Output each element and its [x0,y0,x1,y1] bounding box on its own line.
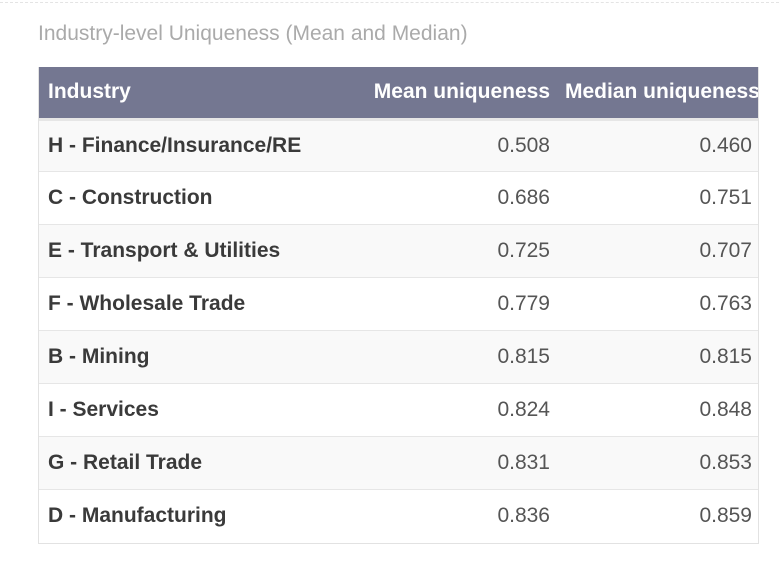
median-uniqueness-cell: 0.815 [699,345,752,368]
industry-cell: G - Retail Trade [48,450,203,474]
table-row: D - Manufacturing 0.836 0.859 [39,489,758,543]
mean-uniqueness-cell: 0.725 [497,239,550,263]
top-divider [0,2,779,3]
column-header-mean-uniqueness[interactable]: Mean uniqueness [335,67,556,121]
industry-cell: E - Transport & Utilities [48,239,281,263]
mean-uniqueness-cell: 0.831 [497,450,550,474]
industry-cell: I - Services [48,397,159,421]
data-table: Industry Mean uniqueness Median uniquene… [39,67,758,543]
industry-cell: C - Construction [48,186,213,210]
table-body: H - Finance/Insurance/RE 0.508 0.460 C -… [39,119,758,543]
mean-uniqueness-cell: 0.836 [497,503,550,527]
median-uniqueness-cell: 0.848 [699,397,752,421]
mean-uniqueness-cell: 0.824 [497,397,550,421]
table-row: F - Wholesale Trade 0.779 0.763 [39,277,758,331]
table-row: B - Mining 0.815 0.815 [39,330,758,384]
median-uniqueness-cell: 0.853 [699,450,752,474]
table-row: C - Construction 0.686 0.751 [39,171,758,225]
industry-cell: B - Mining [48,345,150,368]
median-uniqueness-cell: 0.460 [699,133,752,157]
industry-cell: D - Manufacturing [48,503,227,527]
mean-uniqueness-cell: 0.686 [497,186,550,210]
table-row: E - Transport & Utilities 0.725 0.707 [39,224,758,278]
mean-uniqueness-cell: 0.508 [497,133,550,157]
industry-cell: F - Wholesale Trade [48,292,246,316]
median-uniqueness-cell: 0.859 [699,503,752,527]
median-uniqueness-cell: 0.751 [699,186,752,210]
column-header-industry[interactable]: Industry [39,67,335,121]
column-header-median-uniqueness[interactable]: Median uniqueness [556,67,758,121]
table-row: I - Services 0.824 0.848 [39,383,758,437]
table-row: G - Retail Trade 0.831 0.853 [39,436,758,490]
table-header: Industry Mean uniqueness Median uniquene… [39,67,758,121]
industry-cell: H - Finance/Insurance/RE [48,133,302,157]
table-caption: Industry-level Uniqueness (Mean and Medi… [38,22,468,45]
mean-uniqueness-cell: 0.779 [497,292,550,316]
header-row: Industry Mean uniqueness Median uniquene… [39,67,758,121]
table-row: H - Finance/Insurance/RE 0.508 0.460 [39,119,758,172]
median-uniqueness-cell: 0.763 [699,292,752,316]
uniqueness-table: Industry Mean uniqueness Median uniquene… [38,67,759,544]
median-uniqueness-cell: 0.707 [699,239,752,263]
mean-uniqueness-cell: 0.815 [497,345,550,368]
